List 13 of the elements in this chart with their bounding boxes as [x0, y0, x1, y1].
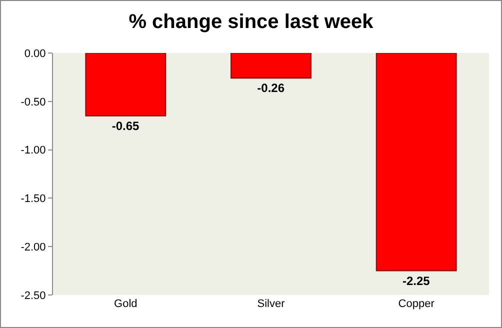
- x-tick-label: Gold: [114, 298, 138, 310]
- y-tick-label: -1.50: [20, 193, 46, 206]
- data-label: -0.26: [257, 81, 285, 96]
- chart-title: % change since last week: [128, 11, 374, 34]
- x-tick-label: Silver: [257, 298, 286, 310]
- y-tick-label: -0.50: [20, 96, 46, 108]
- x-tick-label: Copper: [398, 298, 435, 310]
- y-tick-label: -1.00: [20, 144, 46, 157]
- y-tick-label: -2.00: [20, 241, 46, 254]
- data-label: -2.25: [402, 274, 430, 288]
- data-label: -0.65: [112, 118, 140, 133]
- y-tick-label: -2.50: [20, 290, 46, 302]
- y-tick-label: 0.00: [24, 48, 46, 60]
